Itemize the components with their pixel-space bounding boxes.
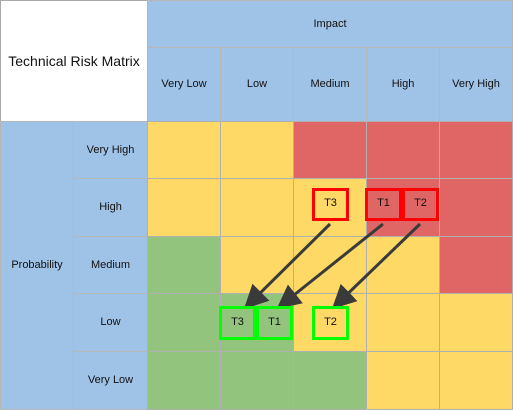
impact-level-very-low: Very Low [147, 47, 221, 122]
probability-level-very-low: Very Low [73, 351, 148, 410]
impact-level-medium: Medium [293, 47, 367, 122]
task-t1-after: T1 [256, 306, 293, 340]
task-t1-before: T1 [365, 188, 402, 221]
risk-cell-very-low-low [220, 351, 294, 410]
task-t3-after: T3 [219, 306, 256, 340]
risk-cell-very-high-very-high [439, 121, 513, 179]
risk-cell-high-low [220, 178, 294, 237]
risk-cell-medium-very-low [147, 236, 221, 294]
risk-cell-low-very-low [147, 293, 221, 352]
risk-cell-very-high-very-low [147, 121, 221, 179]
risk-cell-very-low-high [366, 351, 440, 410]
task-t3-before-label: T3 [324, 197, 337, 209]
risk-cell-very-low-very-high [439, 351, 513, 410]
risk-cell-low-very-high [439, 293, 513, 352]
risk-cell-low-high [366, 293, 440, 352]
task-t2-after: T2 [312, 306, 349, 340]
risk-cell-medium-high [366, 236, 440, 294]
impact-header: Impact [147, 0, 513, 48]
risk-cell-medium-low [220, 236, 294, 294]
probability-level-medium: Medium [73, 236, 148, 294]
task-t2-before-label: T2 [414, 197, 427, 209]
probability-header: Probability [0, 121, 74, 410]
risk-cell-very-low-medium [293, 351, 367, 410]
risk-cell-very-high-low [220, 121, 294, 179]
impact-level-high: High [366, 47, 440, 122]
risk-cell-high-very-high [439, 178, 513, 237]
probability-level-low: Low [73, 293, 148, 352]
risk-cell-medium-medium [293, 236, 367, 294]
risk-cell-very-low-very-low [147, 351, 221, 410]
risk-cell-very-high-medium [293, 121, 367, 179]
task-t1-before-label: T1 [377, 197, 390, 209]
task-t1-after-label: T1 [268, 315, 281, 328]
probability-level-high: High [73, 178, 148, 237]
probability-level-very-high: Very High [73, 121, 148, 179]
matrix-title: Technical Risk Matrix [0, 0, 148, 122]
risk-cell-very-high-high [366, 121, 440, 179]
impact-level-very-high: Very High [439, 47, 513, 122]
task-t2-before: T2 [402, 188, 439, 221]
task-t2-after-label: T2 [324, 315, 337, 328]
impact-level-low: Low [220, 47, 294, 122]
risk-cell-high-very-low [147, 178, 221, 237]
task-t3-after-label: T3 [231, 315, 244, 328]
task-t3-before: T3 [312, 188, 349, 221]
risk-cell-medium-very-high [439, 236, 513, 294]
